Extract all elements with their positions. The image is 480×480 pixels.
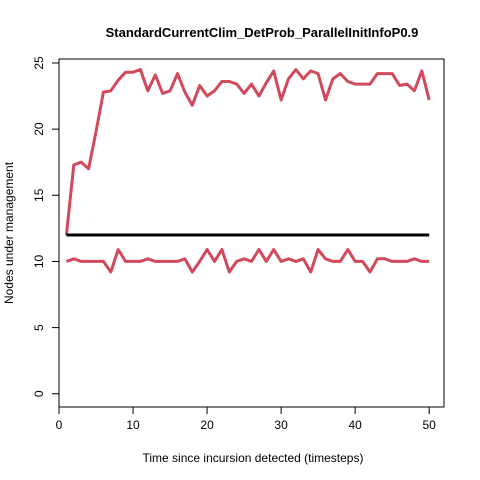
x-tick-label: 30 — [274, 418, 288, 432]
y-tick-label: 0 — [32, 390, 46, 397]
x-tick-label: 0 — [56, 418, 63, 432]
y-tick-label: 10 — [32, 254, 46, 268]
y-axis-label: Nodes under management — [2, 161, 16, 304]
x-axis: 0 10 20 30 40 50 — [56, 406, 437, 432]
series-line-3 — [65, 248, 430, 274]
x-tick-label: 20 — [200, 418, 214, 432]
y-tick-label: 5 — [32, 324, 46, 331]
plot-frame — [58, 58, 445, 408]
y-tick-label: 20 — [32, 122, 46, 136]
y-axis: 0 5 10 15 20 25 — [32, 56, 60, 397]
chart-title: StandardCurrentClim_DetProb_ParallelInit… — [106, 25, 419, 40]
series-line-1 — [64, 68, 431, 236]
x-axis-label: Time since incursion detected (timesteps… — [143, 451, 364, 465]
x-tick-label: 50 — [423, 418, 437, 432]
series-layer — [64, 68, 431, 274]
y-tick-label: 25 — [32, 56, 46, 70]
y-tick-label: 15 — [32, 188, 46, 202]
x-tick-label: 10 — [126, 418, 140, 432]
x-tick-label: 40 — [348, 418, 362, 432]
